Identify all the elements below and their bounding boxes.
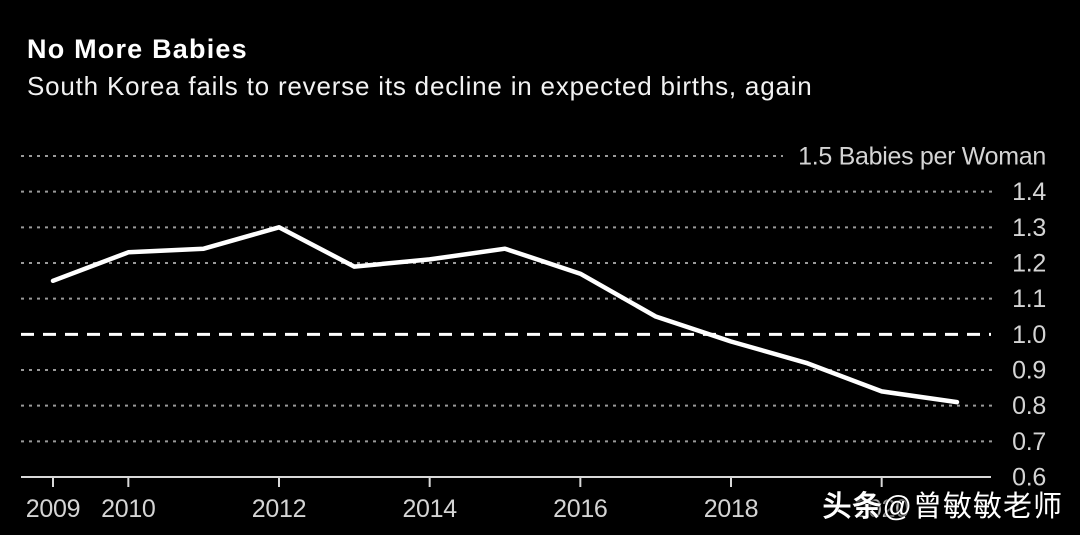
x-tick-label: 2018	[704, 495, 758, 523]
y-axis-label: 1.4	[1012, 178, 1046, 206]
watermark-brand: 头条	[822, 491, 883, 523]
y-axis-label: 1.5 Babies per Woman	[798, 143, 1046, 171]
x-tick-label: 2016	[553, 495, 607, 523]
y-axis-label: 0.6	[1012, 464, 1046, 492]
y-axis-label: 0.7	[1012, 428, 1046, 456]
y-axis-label: 0.8	[1012, 392, 1046, 420]
y-axis-label: 0.9	[1012, 357, 1046, 385]
x-tick-label: 2020	[854, 495, 908, 523]
x-tick-label: 2010	[101, 495, 155, 523]
fertility-rate-line	[50, 225, 960, 405]
x-tick-label: 2014	[402, 495, 457, 523]
x-tick-label: 2012	[252, 495, 306, 523]
watermark: 头条@曾敏敏老师	[823, 483, 1063, 525]
y-axis-label: 1.3	[1012, 214, 1046, 242]
x-tick-label: 2009	[26, 495, 80, 523]
chart-title: No More Babies	[27, 34, 248, 64]
y-axis-label: 1.0	[1012, 321, 1046, 349]
watermark-handle: @曾敏敏老师	[882, 491, 1063, 523]
chart-subtitle: South Korea fails to reverse its decline…	[27, 71, 813, 101]
y-axis-label: 1.1	[1012, 285, 1046, 313]
y-axis-label: 1.2	[1012, 250, 1046, 278]
